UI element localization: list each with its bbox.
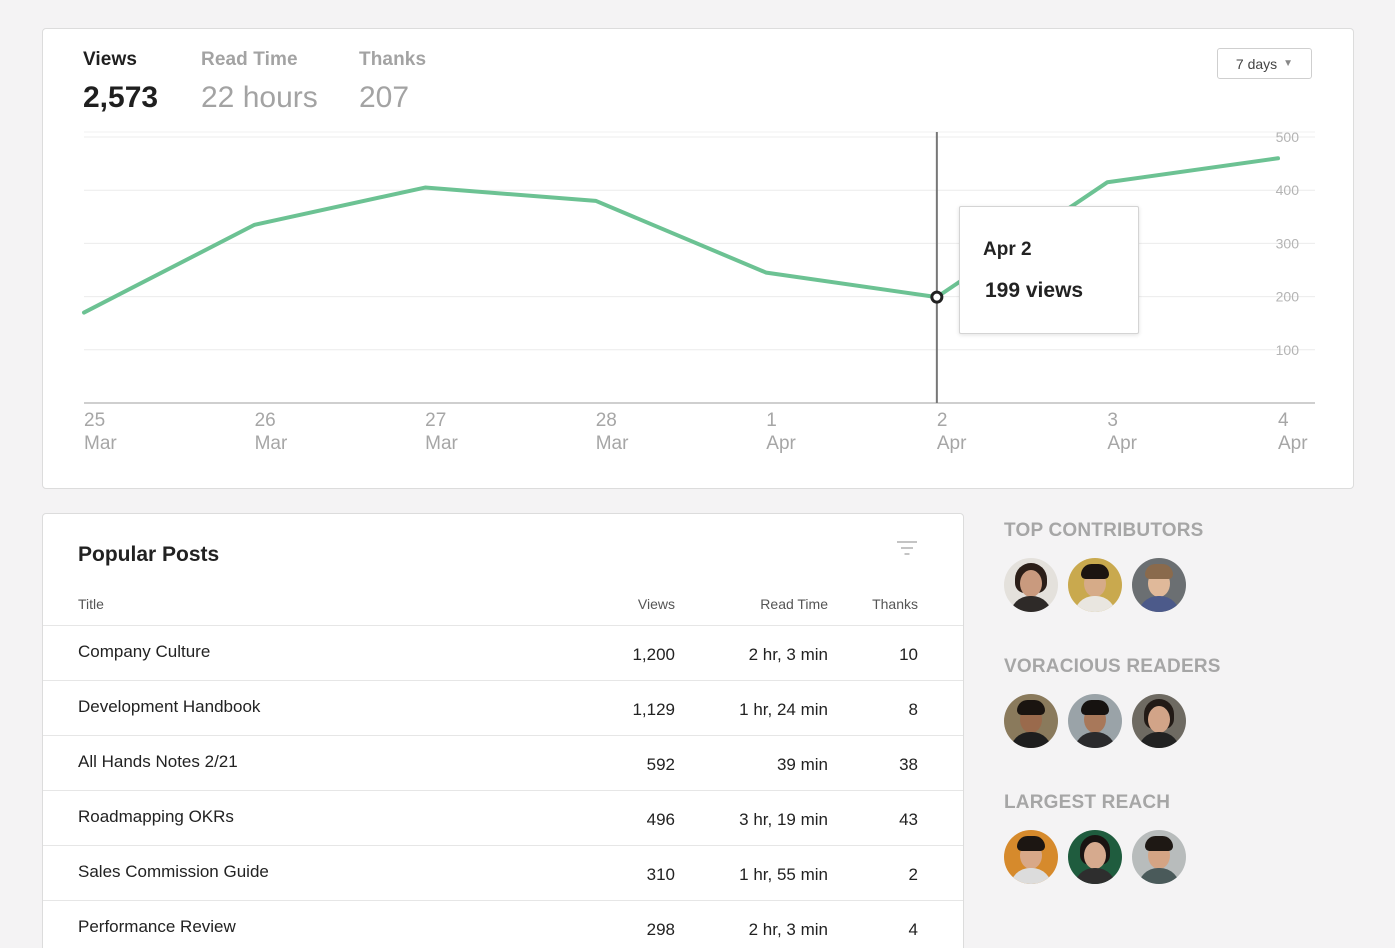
top-contributors-section: TOP CONTRIBUTORS <box>1004 520 1204 612</box>
date-range-dropdown[interactable]: 7 days ▼ <box>1217 48 1312 79</box>
table-row[interactable]: Performance Review 298 2 hr, 3 min 4 <box>43 900 963 948</box>
x-tick-label: 4 <box>1278 410 1289 431</box>
y-tick-label: 500 <box>1276 129 1300 145</box>
avatar-list <box>1004 694 1221 748</box>
post-title[interactable]: Performance Review <box>78 917 236 936</box>
post-thanks: 4 <box>908 920 918 939</box>
table-row[interactable]: Sales Commission Guide 310 1 hr, 55 min … <box>43 845 963 900</box>
avatar[interactable] <box>1068 694 1122 748</box>
x-tick-label: Apr <box>1107 433 1137 454</box>
metric-value: 207 <box>359 81 410 114</box>
table-row[interactable]: All Hands Notes 2/21 592 39 min 38 <box>43 735 963 790</box>
post-title[interactable]: Roadmapping OKRs <box>78 807 234 826</box>
table-row[interactable]: Company Culture 1,200 2 hr, 3 min 10 <box>43 625 963 680</box>
table-row[interactable]: Roadmapping OKRs 496 3 hr, 19 min 43 <box>43 790 963 845</box>
x-tick-label: Mar <box>84 433 117 454</box>
chevron-down-icon: ▼ <box>1283 58 1294 69</box>
section-title: Popular Posts <box>78 543 220 566</box>
metric-value: 2,573 <box>83 81 159 114</box>
x-tick-label: 28 <box>596 410 617 431</box>
table-row[interactable]: Development Handbook 1,129 1 hr, 24 min … <box>43 680 963 735</box>
x-tick-label: 1 <box>766 410 777 431</box>
x-tick-label: 26 <box>255 410 276 431</box>
avatar[interactable] <box>1132 694 1186 748</box>
post-views: 496 <box>646 810 675 829</box>
section-heading: TOP CONTRIBUTORS <box>1004 520 1204 541</box>
post-thanks: 43 <box>899 810 918 829</box>
post-read-time: 1 hr, 55 min <box>739 865 828 884</box>
column-header-views[interactable]: Views <box>637 596 675 612</box>
section-heading: LARGEST REACH <box>1004 792 1171 813</box>
post-read-time: 39 min <box>776 755 828 774</box>
tooltip-date: Apr 2 <box>983 239 1032 260</box>
y-tick-label: 400 <box>1276 182 1300 198</box>
column-header-thanks[interactable]: Thanks <box>872 596 918 612</box>
post-read-time: 3 hr, 19 min <box>739 810 828 829</box>
post-thanks: 2 <box>908 865 918 884</box>
stats-card: Views 2,573 Read Time 22 hours Thanks 20… <box>42 28 1354 489</box>
section-heading: VORACIOUS READERS <box>1004 656 1221 677</box>
avatar[interactable] <box>1132 558 1186 612</box>
metric-tab-thanks[interactable]: Thanks 207 <box>359 49 426 115</box>
post-views: 1,129 <box>632 700 675 719</box>
x-tick-label: 27 <box>425 410 446 431</box>
metric-label: Thanks <box>359 49 427 70</box>
voracious-readers-section: VORACIOUS READERS <box>1004 656 1221 748</box>
x-tick-label: Mar <box>425 433 458 454</box>
avatar[interactable] <box>1004 558 1058 612</box>
tooltip-value: 199 views <box>985 279 1084 302</box>
post-read-time: 2 hr, 3 min <box>748 920 828 939</box>
metric-tab-views[interactable]: Views 2,573 <box>83 49 158 115</box>
table-header: Title Views Read Time Thanks <box>43 596 963 626</box>
x-tick-label: 2 <box>937 410 948 431</box>
avatar-list <box>1004 558 1204 612</box>
post-views: 1,200 <box>632 645 675 664</box>
highlight-point <box>930 290 944 304</box>
x-tick-label: Apr <box>1278 433 1308 454</box>
chart-tooltip: Apr 2 199 views <box>959 206 1139 334</box>
date-range-value: 7 days <box>1235 55 1278 72</box>
avatar[interactable] <box>1004 694 1058 748</box>
filter-icon[interactable] <box>896 540 918 556</box>
metric-value: 22 hours <box>201 81 318 114</box>
column-header-title[interactable]: Title <box>78 596 104 612</box>
post-thanks: 10 <box>899 645 918 664</box>
y-tick-label: 200 <box>1276 289 1300 305</box>
popular-posts-card: Popular Posts Title Views Read Time Than… <box>42 513 964 948</box>
views-line-chart[interactable]: 10020030040050025Mar26Mar27Mar28Mar1Apr2… <box>43 29 1355 490</box>
avatar[interactable] <box>1068 558 1122 612</box>
y-tick-label: 100 <box>1276 342 1300 358</box>
post-thanks: 8 <box>908 700 918 719</box>
x-tick-label: Apr <box>766 433 796 454</box>
metric-label: Views <box>83 49 138 70</box>
largest-reach-section: LARGEST REACH <box>1004 792 1186 884</box>
y-tick-label: 300 <box>1276 235 1300 251</box>
x-tick-label: Mar <box>255 433 288 454</box>
post-title[interactable]: Company Culture <box>78 642 211 661</box>
avatar[interactable] <box>1068 830 1122 884</box>
metric-tab-read-time[interactable]: Read Time 22 hours <box>201 49 318 115</box>
column-header-read-time[interactable]: Read Time <box>760 596 828 612</box>
post-thanks: 38 <box>899 755 918 774</box>
post-views: 298 <box>646 920 675 939</box>
post-views: 310 <box>646 865 675 884</box>
post-title[interactable]: Development Handbook <box>78 697 261 716</box>
post-title[interactable]: All Hands Notes 2/21 <box>78 752 238 771</box>
x-tick-label: Apr <box>937 433 967 454</box>
post-read-time: 2 hr, 3 min <box>748 645 828 664</box>
table-body: Company Culture 1,200 2 hr, 3 min 10 Dev… <box>43 625 963 948</box>
avatar-list <box>1004 830 1186 884</box>
x-tick-label: 25 <box>84 410 105 431</box>
avatar[interactable] <box>1132 830 1186 884</box>
post-read-time: 1 hr, 24 min <box>739 700 828 719</box>
metric-label: Read Time <box>201 49 298 70</box>
post-title[interactable]: Sales Commission Guide <box>78 862 269 881</box>
series-line <box>82 156 1280 315</box>
avatar[interactable] <box>1004 830 1058 884</box>
post-views: 592 <box>646 755 675 774</box>
x-tick-label: Mar <box>596 433 629 454</box>
x-tick-label: 3 <box>1107 410 1118 431</box>
